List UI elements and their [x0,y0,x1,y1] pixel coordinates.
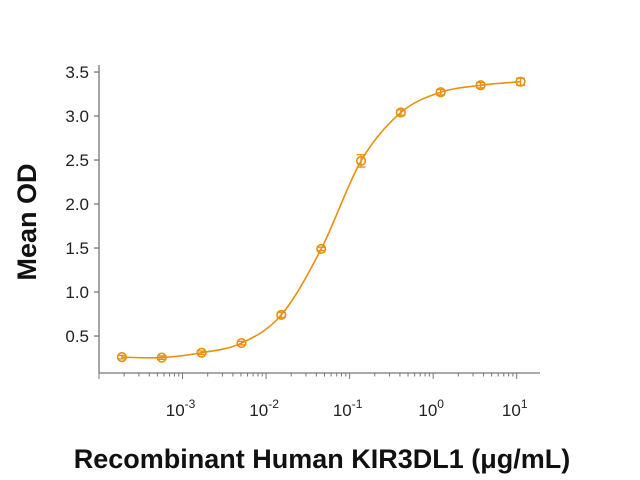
fit-curve [121,80,521,359]
x-tick-label: 100 [418,397,444,420]
x-tick-base: 10 [166,401,185,420]
x-tick-exponent: -2 [268,397,279,411]
y-tick-label: 1.0 [65,283,89,302]
x-axis-label: Recombinant Human KIR3DL1 (μg/mL) [74,444,571,474]
data-point [236,337,247,349]
x-tick-label: 101 [502,397,528,420]
y-axis-label: Mean OD [12,163,42,280]
y-tick-label: 0.5 [65,327,89,346]
y-tick-label: 3.5 [65,63,89,82]
x-tick-exponent: 1 [521,397,528,411]
x-tick-base: 10 [418,401,437,420]
y-tick-label: 2.5 [65,151,89,170]
data-point [435,87,446,98]
x-tick-exponent: -3 [185,397,196,411]
x-tick-base: 10 [333,401,352,420]
axes: 0.51.01.52.02.53.03.510-3 10-2 10-1 100 101 [65,63,540,420]
data-point [475,80,486,91]
x-tick-base: 10 [249,401,268,420]
data-point [316,243,327,255]
data-point [196,347,207,358]
data-point [156,352,167,363]
data-point [515,76,526,87]
data-point [116,352,128,363]
data-point [395,107,406,118]
data-marks [116,76,526,363]
x-tick-label: 10-1 [333,397,363,420]
x-tick-label: 10-2 [249,397,279,420]
x-tick-label: 10-3 [166,397,196,420]
data-point [276,309,287,321]
x-tick-exponent: 0 [437,397,444,411]
data-point [355,155,367,167]
x-tick-base: 10 [502,401,521,420]
x-tick-exponent: -1 [352,397,363,411]
y-tick-label: 3.0 [65,107,89,126]
y-tick-label: 2.0 [65,195,89,214]
y-tick-label: 1.5 [65,239,89,258]
